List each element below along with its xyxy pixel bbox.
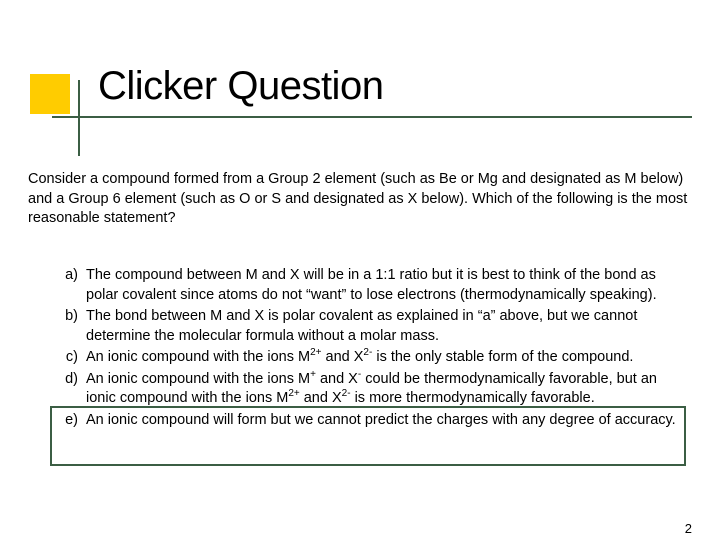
option-text: An ionic compound with the ions M2+ and … (86, 348, 686, 368)
option-text: The bond between M and X is polar covale… (86, 307, 686, 346)
option-text: An ionic compound with the ions M+ and X… (86, 370, 686, 409)
page-number: 2 (685, 521, 692, 536)
accent-square (30, 74, 70, 114)
option-label: d) (54, 370, 86, 409)
option-label: c) (54, 348, 86, 368)
option-a: a) The compound between M and X will be … (54, 266, 686, 305)
option-text: The compound between M and X will be in … (86, 266, 686, 305)
option-label: a) (54, 266, 86, 305)
option-c: c) An ionic compound with the ions M2+ a… (54, 348, 686, 368)
slide-title: Clicker Question (98, 64, 383, 109)
answer-options: a) The compound between M and X will be … (54, 266, 686, 433)
title-vertical-tick (78, 80, 80, 156)
option-d: d) An ionic compound with the ions M+ an… (54, 370, 686, 409)
option-b: b) The bond between M and X is polar cov… (54, 307, 686, 346)
option-e: e) An ionic compound will form but we ca… (54, 411, 686, 431)
option-label: b) (54, 307, 86, 346)
option-label: e) (54, 411, 86, 431)
option-text: An ionic compound will form but we canno… (86, 411, 686, 431)
question-prompt: Consider a compound formed from a Group … (28, 170, 696, 229)
title-underline (52, 116, 692, 118)
